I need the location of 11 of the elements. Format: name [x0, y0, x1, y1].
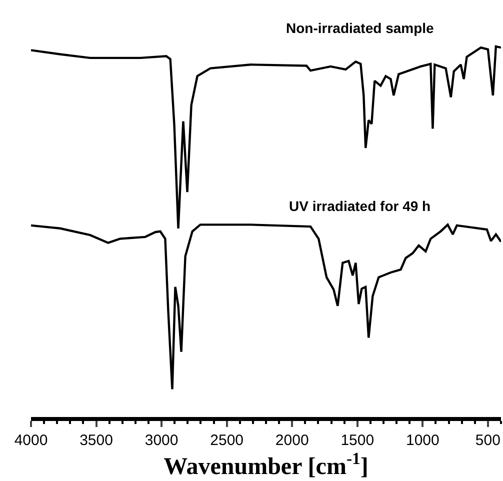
x-tick-label: 3000: [144, 432, 178, 449]
x-axis-title: Wavenumber [cm$^{-1}$]: [164, 449, 368, 480]
x-tick-label: 1000: [406, 432, 440, 449]
text: Non-irradiated sample: [286, 20, 434, 36]
series-label: UV irradiated for 49 h: [289, 198, 431, 214]
x-tick-label: 4000: [14, 432, 48, 449]
x-tick-label: 500: [475, 432, 500, 449]
x-tick-label: 3500: [80, 432, 113, 449]
x-tick-label: 1500: [340, 432, 374, 449]
x-tick-label: 2000: [275, 432, 309, 449]
x-tick-label: 2500: [210, 432, 244, 449]
